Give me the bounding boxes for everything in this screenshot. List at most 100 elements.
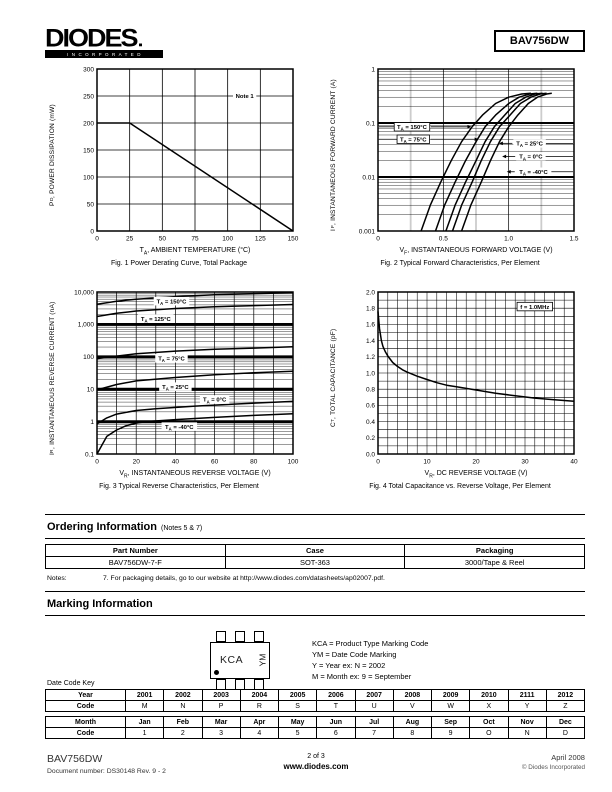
- table-cell: 7: [354, 727, 394, 739]
- table-cell: 2003: [201, 689, 241, 701]
- diodes-logo: DIODES INCORPORATED: [45, 26, 163, 58]
- table-cell: 2111: [507, 689, 547, 701]
- date-code-marking: YM: [257, 653, 268, 667]
- svg-text:0.01: 0.01: [362, 174, 375, 181]
- fig3-caption: Fig. 3 Typical Reverse Characteristics, …: [99, 483, 259, 491]
- table-cell: Aug: [392, 716, 433, 728]
- table-cell: Code: [45, 700, 126, 712]
- ordering-data-row: BAV756DW-7-F SOT-363 3000/Tape & Reel: [45, 556, 585, 569]
- logo-trademark-icon: [138, 43, 142, 47]
- svg-text:0.8: 0.8: [366, 387, 375, 394]
- footer-part-number: BAV756DW: [47, 753, 103, 765]
- table-cell: Jun: [316, 716, 356, 728]
- notes-label: Notes:: [47, 575, 67, 582]
- svg-text:0.0: 0.0: [366, 451, 375, 458]
- date-code-key-label: Date Code Key: [47, 680, 95, 687]
- ordering-notes: Notes: 7. For packaging details, go to o…: [45, 575, 585, 582]
- fig2-caption: Fig. 2 Typical Forward Characteristics, …: [380, 260, 540, 268]
- page-header: DIODES INCORPORATED BAV756DW: [45, 26, 585, 61]
- table-cell: D: [545, 727, 586, 739]
- svg-text:20: 20: [472, 459, 480, 466]
- svg-text:100: 100: [288, 459, 299, 466]
- svg-text:10: 10: [87, 387, 95, 394]
- table-cell: N: [163, 700, 203, 712]
- table-cell: Part Number: [45, 544, 226, 557]
- svg-text:250: 250: [83, 93, 94, 100]
- table-cell: Sep: [430, 716, 471, 728]
- svg-text:1.6: 1.6: [366, 322, 375, 329]
- table-cell: 1: [124, 727, 165, 739]
- fig2-x-axis-label: VF, INSTANTANEOUS FORWARD VOLTAGE (V): [399, 247, 553, 257]
- table-cell: 4: [239, 727, 280, 739]
- marking-information-section: Marking Information KCA YM KCA = Product…: [45, 591, 585, 690]
- table-cell: Year: [45, 689, 126, 701]
- marking-code: KCA: [220, 654, 244, 666]
- table-cell: W: [430, 700, 471, 712]
- package-pin: [254, 630, 264, 642]
- legend-line: M = Month ex: 9 = September: [312, 672, 412, 681]
- table-cell: T: [316, 700, 356, 712]
- ordering-header-row: Part Number Case Packaging: [45, 544, 585, 557]
- svg-text:1,000: 1,000: [78, 322, 95, 329]
- month-code-table: Month Jan Feb Mar Apr May Jun Jul Aug Sep Oct Nov De…: [45, 716, 586, 739]
- svg-text:40: 40: [172, 459, 180, 466]
- page-number: 2 of 3: [307, 753, 325, 760]
- svg-text:50: 50: [87, 201, 95, 208]
- package-pin: [216, 630, 226, 642]
- website-link[interactable]: www.diodes.com: [283, 762, 349, 771]
- fig3-plot: 0 20 40 60 80 100 10,000 1,000 100 10 1 0.1 TA = 150…: [74, 289, 299, 466]
- svg-text:1.0: 1.0: [504, 236, 513, 243]
- logo-incorporated-bar: INCORPORATED: [45, 50, 163, 58]
- table-cell: Case: [224, 544, 406, 557]
- svg-text:TA = -40°C: TA = -40°C: [165, 425, 194, 432]
- svg-text:0: 0: [90, 228, 94, 235]
- svg-text:0.2: 0.2: [366, 435, 375, 442]
- table-cell: 2012: [545, 689, 586, 701]
- table-cell: O: [469, 727, 509, 739]
- svg-text:TA = 25°C: TA = 25°C: [162, 385, 189, 392]
- package-pin: [235, 630, 245, 642]
- svg-text:TA = 150°C: TA = 150°C: [397, 125, 428, 132]
- svg-text:f = 1.0MHz: f = 1.0MHz: [520, 305, 549, 311]
- table-cell: U: [354, 700, 394, 712]
- packaging-note-link[interactable]: 7. For packaging details, go to our webs…: [103, 575, 385, 582]
- fig2-plot: 0 0.5 1.0 1.5 1 0.1 0.01 0.001 TA = 150°C TA = 75…: [359, 66, 579, 243]
- logo-wordmark: DIODES: [45, 26, 163, 50]
- svg-text:300: 300: [83, 66, 94, 73]
- svg-text:0: 0: [95, 459, 99, 466]
- table-cell: 2007: [354, 689, 394, 701]
- fig1-caption: Fig. 1 Power Derating Curve, Total Packa…: [110, 260, 248, 268]
- table-cell: 2001: [124, 689, 165, 701]
- month-code-row: Code 1 2 3 4 5 6 7 8 9 O N D: [45, 727, 586, 739]
- ordering-table: Part Number Case Packaging BAV756DW-7-F SOT…: [45, 544, 585, 569]
- svg-text:0: 0: [376, 459, 380, 466]
- part-number-box: BAV756DW: [493, 30, 585, 52]
- marking-content: KCA YM KCA = Product Type Marking Code Y…: [210, 630, 585, 690]
- ordering-section-header: Ordering Information (Notes 5 & 7): [45, 514, 585, 539]
- table-cell: Jul: [354, 716, 394, 728]
- svg-text:25: 25: [126, 236, 134, 243]
- svg-text:TA = 25°C: TA = 25°C: [516, 142, 543, 149]
- table-cell: Month: [45, 716, 126, 728]
- svg-text:Note 1: Note 1: [236, 94, 255, 100]
- table-cell: 9: [430, 727, 471, 739]
- svg-text:30: 30: [521, 459, 529, 466]
- table-cell: Y: [507, 700, 547, 712]
- svg-text:1.5: 1.5: [569, 236, 578, 243]
- footer-left: BAV756DW Document number: DS30148 Rev. 9…: [45, 753, 226, 775]
- table-cell: M: [124, 700, 165, 712]
- package-marking-diagram: KCA YM: [210, 630, 270, 690]
- svg-text:150: 150: [288, 236, 299, 243]
- table-cell: S: [277, 700, 318, 712]
- table-cell: 2008: [392, 689, 433, 701]
- table-cell: X: [469, 700, 509, 712]
- marking-section-header: Marking Information: [45, 591, 585, 616]
- table-cell: 3000/Tape & Reel: [404, 556, 585, 569]
- footer-copyright: © Diodes Incorporated: [521, 764, 585, 771]
- svg-text:0.6: 0.6: [366, 403, 375, 410]
- table-cell: 2006: [316, 689, 356, 701]
- svg-text:TA = 150°C: TA = 150°C: [157, 299, 188, 306]
